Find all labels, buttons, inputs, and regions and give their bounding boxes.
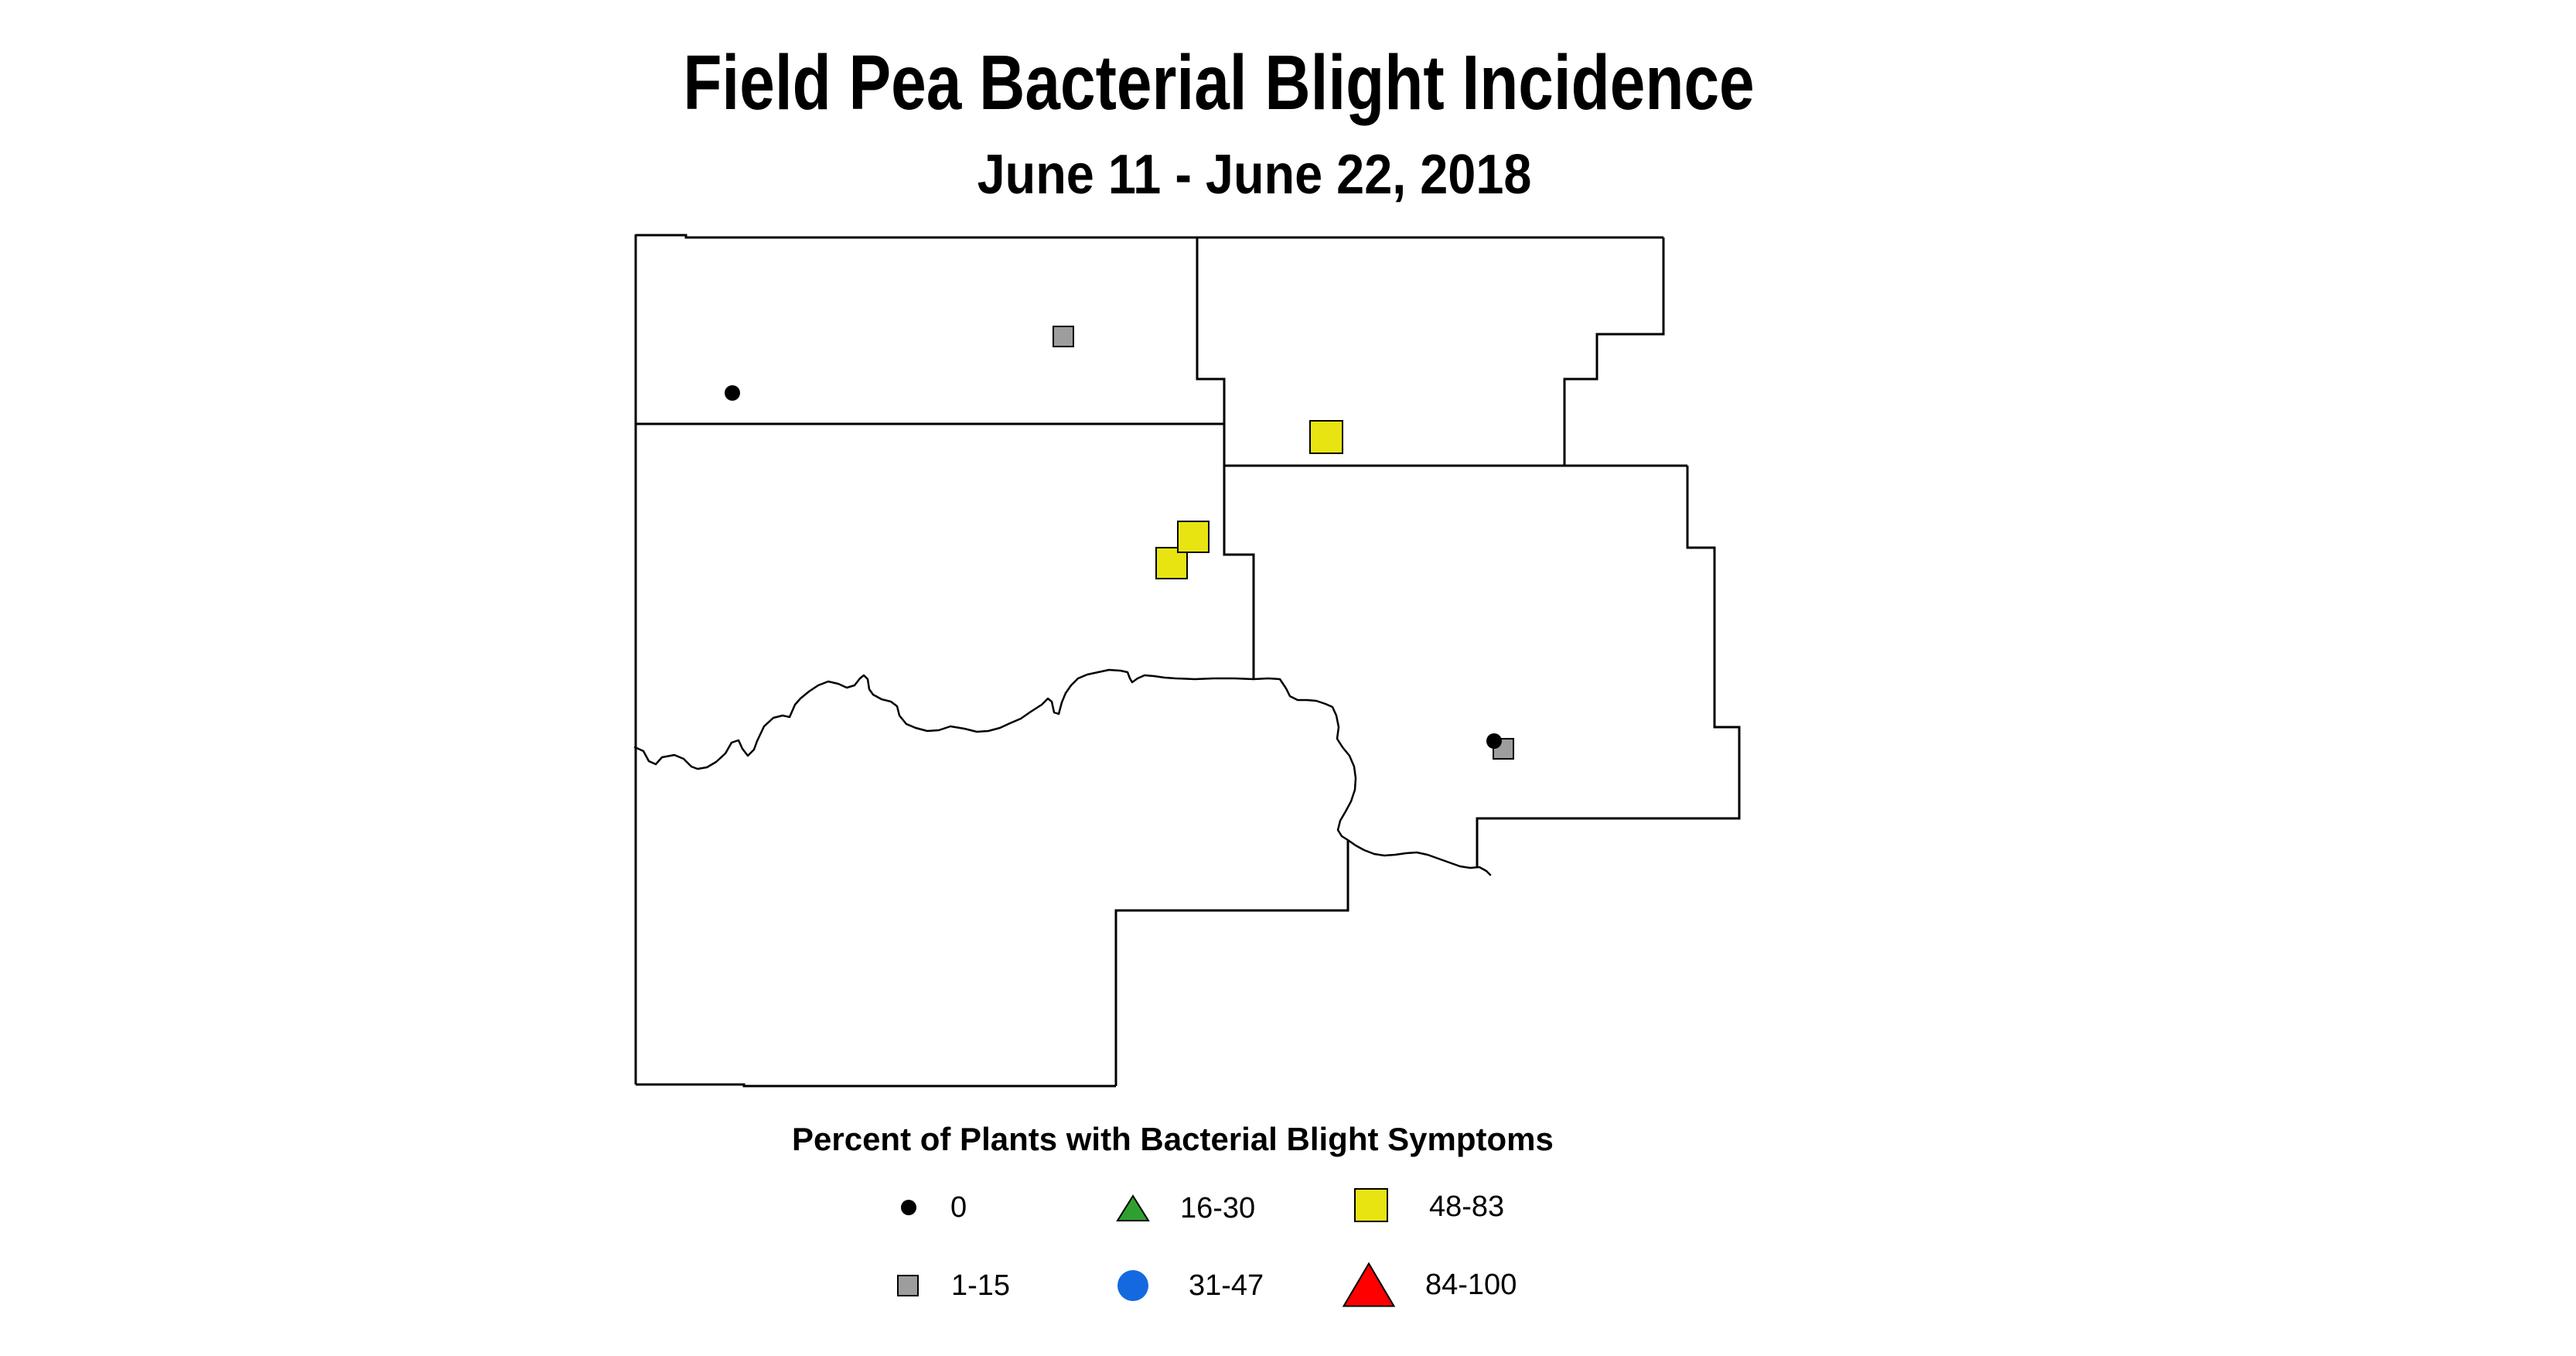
legend-symbol-31-47 — [1117, 1270, 1148, 1301]
legend-label-48-83: 48-83 — [1429, 1190, 1505, 1223]
legend-symbol-16-30 — [1116, 1194, 1150, 1221]
county-border-segment — [636, 234, 1663, 239]
county-border-segment — [636, 1083, 1116, 1088]
legend-label-16-30: 16-30 — [1180, 1192, 1256, 1224]
legend-label-84-100: 84-100 — [1425, 1269, 1517, 1301]
marker-48-83-square — [1177, 521, 1210, 553]
legend-symbol-48-83 — [1354, 1188, 1388, 1222]
county-border-segment — [1476, 466, 1741, 867]
legend-label-1-15: 1-15 — [951, 1269, 1011, 1302]
legend-label-0: 0 — [950, 1191, 967, 1224]
figure-subtitle: June 11 - June 22, 2018 — [977, 144, 1532, 206]
marker-1-15-square — [1493, 738, 1514, 760]
legend-symbol-1-15 — [897, 1275, 919, 1296]
county-border-segment — [1196, 237, 1255, 678]
legend-heading: Percent of Plants with Bacterial Blight … — [792, 1121, 1554, 1157]
legend-symbols — [897, 1188, 1396, 1307]
county-borders — [634, 234, 1741, 1088]
legend-symbol-0 — [901, 1200, 916, 1215]
figure-title: Field Pea Bacterial Blight Incidence — [683, 39, 1755, 126]
map-markers — [725, 326, 1514, 760]
river-line — [633, 668, 1492, 876]
county-border-segment — [1114, 840, 1349, 1086]
county-border-segment — [1563, 237, 1665, 466]
marker-0-dot — [1486, 733, 1502, 749]
marker-48-83-square — [1309, 420, 1343, 454]
marker-0-dot — [725, 385, 740, 401]
marker-1-15-square — [1053, 326, 1074, 347]
legend-label-31-47: 31-47 — [1189, 1269, 1264, 1302]
river — [633, 668, 1492, 876]
legend-symbol-84-100 — [1342, 1262, 1396, 1307]
